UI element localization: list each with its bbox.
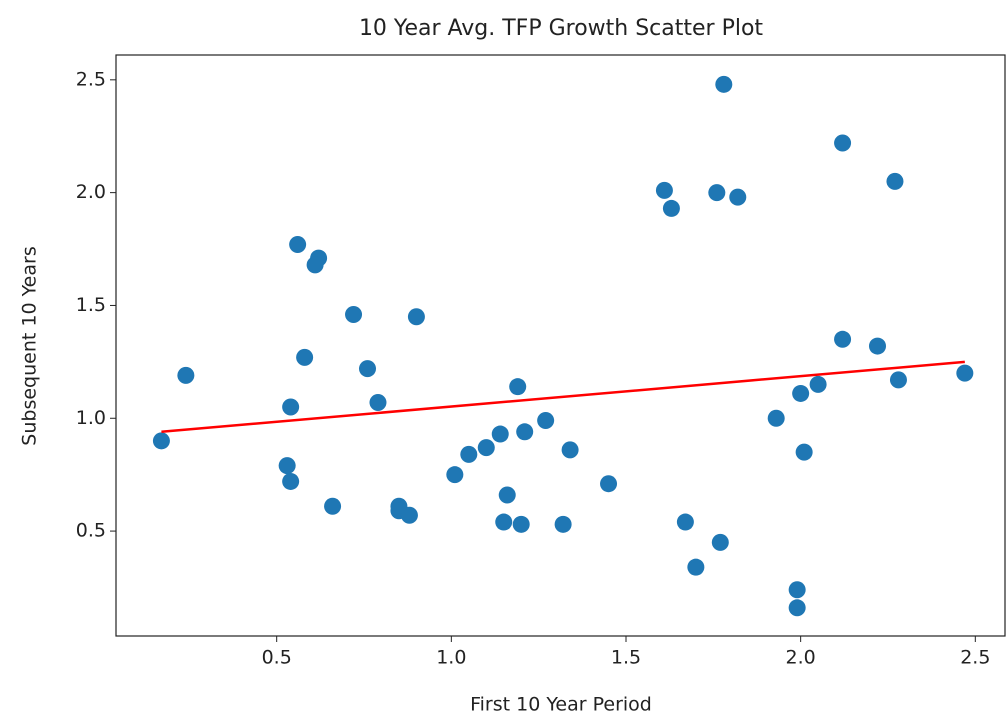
scatter-point bbox=[400, 506, 418, 524]
scatter-point bbox=[282, 472, 300, 490]
scatter-point bbox=[561, 441, 579, 459]
scatter-point bbox=[446, 466, 464, 484]
scatter-point bbox=[795, 443, 813, 461]
scatter-point bbox=[788, 581, 806, 599]
scatter-point bbox=[889, 371, 907, 389]
scatter-point bbox=[177, 366, 195, 384]
scatter-point bbox=[792, 384, 810, 402]
x-tick-label: 0.5 bbox=[262, 647, 292, 669]
scatter-point bbox=[655, 181, 673, 199]
scatter-point bbox=[498, 486, 516, 504]
scatter-point bbox=[956, 364, 974, 382]
plot-frame bbox=[115, 54, 1006, 637]
scatter-point bbox=[324, 497, 342, 515]
scatter-point bbox=[715, 75, 733, 93]
scatter-point bbox=[491, 425, 509, 443]
scatter-point bbox=[407, 308, 425, 326]
scatter-point bbox=[687, 558, 705, 576]
y-tick-label: 1.5 bbox=[76, 294, 106, 316]
y-tick-label: 2.0 bbox=[76, 181, 106, 203]
scatter-point bbox=[289, 236, 307, 254]
scatter-point bbox=[708, 184, 726, 202]
scatter-point bbox=[711, 533, 729, 551]
scatter-point bbox=[788, 599, 806, 617]
scatter-point bbox=[886, 172, 904, 190]
scatter-point bbox=[809, 375, 827, 393]
scatter-point bbox=[512, 515, 530, 533]
scatter-point bbox=[676, 513, 694, 531]
scatter-point bbox=[516, 423, 534, 441]
scatter-point bbox=[767, 409, 785, 427]
scatter-point bbox=[600, 475, 618, 493]
scatter-point bbox=[537, 412, 555, 430]
scatter-point bbox=[278, 457, 296, 475]
scatter-point bbox=[869, 337, 887, 355]
x-tick-label: 1.5 bbox=[611, 647, 641, 669]
x-tick-label: 2.0 bbox=[786, 647, 816, 669]
scatter-point bbox=[662, 199, 680, 217]
y-tick-label: 0.5 bbox=[76, 520, 106, 542]
trend-line bbox=[161, 360, 965, 434]
y-tick-label: 2.5 bbox=[76, 68, 106, 90]
scatter-point bbox=[296, 348, 314, 366]
scatter-point bbox=[477, 439, 495, 457]
scatter-point bbox=[729, 188, 747, 206]
y-axis-label: Subsequent 10 Years bbox=[19, 246, 41, 445]
chart-title: 10 Year Avg. TFP Growth Scatter Plot bbox=[359, 16, 763, 41]
scatter-point bbox=[509, 378, 527, 396]
scatter-point bbox=[495, 513, 513, 531]
scatter-point bbox=[460, 445, 478, 463]
x-tick-label: 2.5 bbox=[960, 647, 990, 669]
scatter-point bbox=[554, 515, 572, 533]
scatter-point bbox=[345, 305, 363, 323]
scatter-point bbox=[834, 330, 852, 348]
x-tick-label: 1.0 bbox=[436, 647, 466, 669]
scatter-point bbox=[282, 398, 300, 416]
scatter-point bbox=[834, 134, 852, 152]
y-tick-label: 1.0 bbox=[76, 407, 106, 429]
x-axis-label: First 10 Year Period bbox=[470, 694, 652, 716]
scatter-point bbox=[306, 256, 324, 274]
scatter-point bbox=[369, 393, 387, 411]
scatter-point bbox=[359, 360, 377, 378]
scatter-point bbox=[152, 432, 170, 450]
